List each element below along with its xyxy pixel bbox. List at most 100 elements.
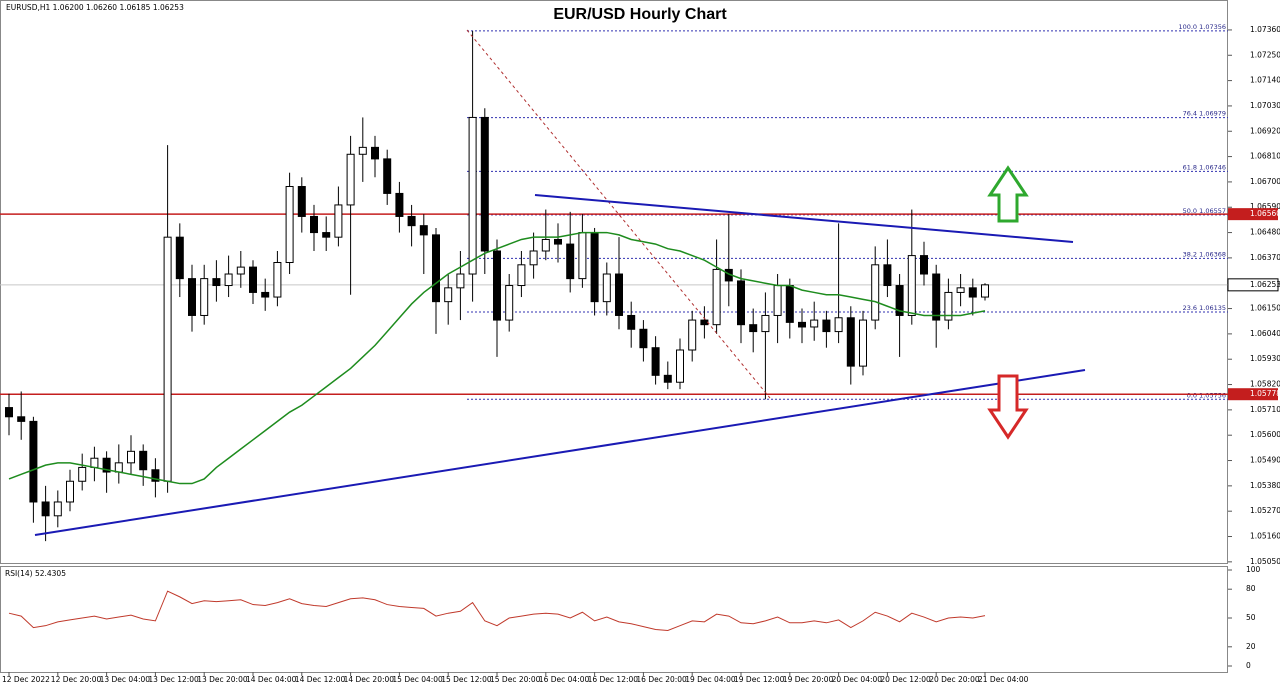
candle-body: [114, 462, 123, 473]
fib-label: 0.0 1.05756: [1187, 391, 1226, 399]
candle-body: [432, 234, 440, 303]
x-tick-label: 16 Dec 12:00: [588, 675, 639, 684]
moving-average: [8, 231, 986, 485]
candle-body: [456, 273, 465, 289]
candle-body: [554, 238, 562, 245]
x-tick-label: 19 Dec 20:00: [783, 675, 834, 684]
x-tick-label: 16 Dec 04:00: [539, 675, 590, 684]
candle-body: [78, 466, 87, 482]
candle-body: [712, 268, 721, 326]
y-tick-label: 1.06480: [1250, 228, 1280, 237]
candle-body: [651, 347, 660, 376]
candle-body: [249, 266, 257, 293]
candle-body: [688, 319, 697, 351]
x-tick-label: 12 Dec 20:00: [51, 675, 102, 684]
x-tick-label: 20 Dec 20:00: [929, 675, 980, 684]
support-trendline: [34, 369, 1086, 536]
y-tick-label: 1.06590: [1250, 202, 1280, 211]
x-tick-label: 12 Dec 2022: [2, 675, 50, 684]
candle-body: [944, 291, 953, 321]
x-tick-label: 13 Dec 04:00: [100, 675, 151, 684]
candle-body: [29, 420, 38, 503]
candle-body: [53, 501, 62, 517]
x-tick-label: 13 Dec 20:00: [197, 675, 248, 684]
candle-body: [578, 232, 587, 280]
last-price-label: 1.06253: [1250, 280, 1280, 289]
candle-body: [676, 349, 684, 383]
candle-body: [639, 328, 648, 349]
candle-body: [920, 255, 928, 275]
candle-body: [139, 450, 148, 471]
candle-body: [615, 273, 623, 316]
candle-body: [907, 255, 916, 316]
x-tick-label: 14 Dec 04:00: [246, 675, 297, 684]
resistance-trendline: [534, 194, 1074, 243]
candle-body: [627, 314, 636, 330]
candle-body: [41, 501, 50, 517]
candle-body: [883, 264, 892, 287]
y-tick-label: 1.05160: [1250, 532, 1280, 541]
x-tick-label: 15 Dec 20:00: [490, 675, 541, 684]
candle-body: [127, 450, 135, 464]
fib-label: 38.2 1.06368: [1183, 250, 1226, 258]
level-box: [1228, 208, 1278, 221]
candle-body: [395, 192, 404, 217]
candle-body: [66, 480, 74, 503]
candle-body: [602, 273, 611, 303]
level-label: 1.06560: [1250, 209, 1280, 218]
y-tick-label: 1.05820: [1250, 380, 1280, 389]
candle-body: [407, 215, 416, 227]
candle-body: [212, 278, 221, 287]
candle-body: [590, 232, 599, 303]
x-tick-label: 19 Dec 04:00: [685, 675, 736, 684]
y-tick-label: 1.06150: [1250, 304, 1280, 313]
y-tick-label: 1.06700: [1250, 177, 1280, 186]
candle-body: [541, 238, 550, 252]
y-tick-label: 1.07250: [1250, 50, 1280, 59]
price-pane: [0, 0, 1228, 564]
candle-body: [310, 215, 318, 234]
candle-body: [859, 319, 867, 367]
candle-body: [761, 314, 770, 333]
x-tick-label: 20 Dec 12:00: [880, 675, 931, 684]
candle-body: [663, 374, 672, 383]
up-arrow: [987, 165, 1029, 223]
candle-body: [932, 273, 941, 321]
x-tick-label: 14 Dec 20:00: [344, 675, 395, 684]
candle-body: [322, 232, 331, 238]
x-tick-label: 14 Dec 12:00: [295, 675, 346, 684]
candle-body: [236, 266, 245, 275]
candle-body: [700, 319, 709, 326]
candle-body: [810, 319, 819, 328]
candle-body: [895, 285, 904, 316]
rsi-tick-label: 50: [1246, 613, 1256, 622]
candle-body: [773, 285, 782, 316]
candle-body: [737, 280, 745, 326]
candle-body: [444, 287, 453, 303]
candle-body: [968, 287, 977, 298]
candle-body: [493, 250, 501, 321]
rsi-tick-label: 80: [1246, 584, 1256, 593]
rsi-tick-label: 0: [1246, 661, 1251, 670]
candle-body: [175, 236, 184, 280]
y-tick-label: 1.06370: [1250, 253, 1280, 262]
y-tick-label: 1.07360: [1250, 25, 1280, 34]
candle-body: [5, 407, 13, 418]
candle-body: [956, 287, 965, 293]
candle-body: [285, 186, 294, 264]
fib-label: 23.6 1.06135: [1183, 304, 1226, 312]
fib-label: 100.0 1.07356: [1178, 23, 1226, 31]
candle-body: [90, 457, 99, 468]
candle-body: [798, 321, 806, 328]
candle-body: [529, 250, 538, 266]
candle-body: [383, 158, 392, 194]
candle-body: [785, 285, 794, 323]
candle-body: [834, 317, 843, 333]
chart-title: EUR/USD Hourly Chart: [553, 6, 727, 23]
y-tick-label: 1.06040: [1250, 329, 1280, 338]
x-tick-label: 19 Dec 12:00: [734, 675, 785, 684]
fib-label: 61.8 1.06746: [1183, 163, 1226, 171]
candle-body: [419, 225, 428, 236]
rsi-tick-label: 20: [1246, 642, 1256, 651]
